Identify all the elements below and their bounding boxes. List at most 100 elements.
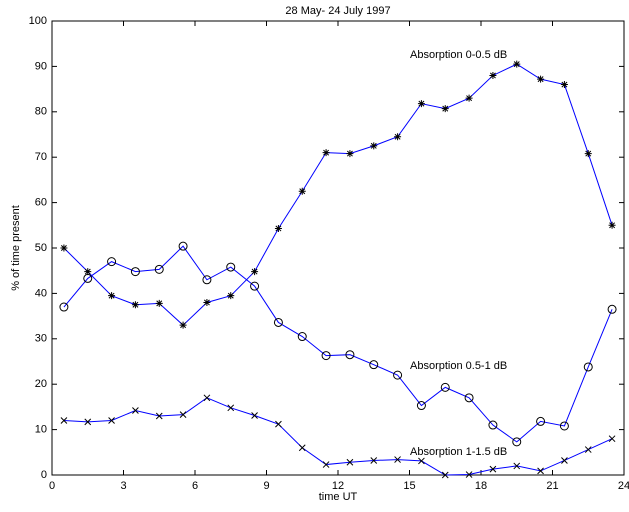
marker <box>155 299 163 307</box>
y-tick-label: 0 <box>41 469 47 481</box>
marker <box>417 100 425 108</box>
marker <box>369 360 379 370</box>
marker <box>489 465 497 473</box>
marker <box>227 404 235 412</box>
y-tick-label: 20 <box>35 378 47 390</box>
marker <box>489 71 497 79</box>
marker <box>537 75 545 83</box>
marker <box>227 292 235 300</box>
marker <box>60 244 68 252</box>
y-tick-label: 90 <box>35 60 47 72</box>
marker <box>440 382 450 392</box>
marker <box>465 94 473 102</box>
marker <box>394 456 401 463</box>
marker <box>607 304 617 314</box>
x-tick-label: 9 <box>263 480 269 492</box>
marker <box>298 187 306 195</box>
chart-title: 28 May- 24 July 1997 <box>285 5 390 17</box>
marker <box>513 462 521 470</box>
y-tick-label: 10 <box>35 424 47 436</box>
marker <box>203 394 211 402</box>
y-tick-label: 80 <box>35 106 47 118</box>
marker <box>178 241 188 251</box>
marker <box>584 446 592 453</box>
marker <box>179 411 187 418</box>
marker <box>465 471 473 478</box>
x-tick-label: 15 <box>403 480 415 492</box>
series-annotation: Absorption 1-1.5 dB <box>410 446 507 458</box>
marker <box>84 268 92 276</box>
marker <box>464 393 474 403</box>
marker <box>131 301 139 309</box>
series-line <box>63 397 613 476</box>
marker <box>583 362 593 372</box>
marker <box>275 420 282 428</box>
series-line <box>63 63 613 326</box>
marker <box>154 264 164 274</box>
marker <box>536 416 546 426</box>
marker <box>394 133 402 141</box>
marker <box>559 421 569 431</box>
marker <box>179 321 187 329</box>
marker <box>561 457 568 464</box>
y-tick-label: 70 <box>35 151 47 163</box>
marker <box>251 268 259 276</box>
marker <box>584 150 592 158</box>
x-tick-label: 3 <box>120 480 126 492</box>
marker <box>251 412 258 419</box>
y-axis-label: % of time present <box>10 205 22 291</box>
marker <box>608 435 616 443</box>
marker <box>83 273 93 283</box>
marker <box>488 420 498 430</box>
plot-frame <box>51 20 625 476</box>
marker <box>297 332 307 342</box>
marker <box>346 150 354 158</box>
series-annotation: Absorption 0.5-1 dB <box>410 360 507 372</box>
marker <box>273 317 283 327</box>
marker <box>512 437 522 447</box>
marker <box>155 412 163 420</box>
marker <box>322 149 330 157</box>
marker <box>322 461 330 468</box>
marker <box>202 275 212 285</box>
x-tick-label: 24 <box>618 480 629 492</box>
marker <box>513 60 521 68</box>
marker <box>203 298 211 306</box>
x-tick-label: 18 <box>475 480 487 492</box>
marker <box>298 444 306 452</box>
marker <box>59 302 69 312</box>
marker <box>441 471 449 479</box>
marker <box>560 81 568 89</box>
x-tick-label: 21 <box>546 480 558 492</box>
marker <box>537 467 544 475</box>
x-axis-label: time UT <box>319 491 358 503</box>
marker <box>370 457 378 464</box>
marker <box>107 257 117 267</box>
y-tick-label: 50 <box>35 242 47 254</box>
y-tick-label: 100 <box>29 15 47 27</box>
marker <box>250 281 260 291</box>
x-tick-label: 0 <box>49 480 55 492</box>
marker <box>108 292 116 300</box>
marker <box>416 401 426 411</box>
marker <box>370 142 378 150</box>
marker <box>321 351 331 361</box>
marker <box>274 224 282 232</box>
marker <box>226 262 236 272</box>
x-tick-label: 12 <box>332 480 344 492</box>
series-annotation: Absorption 0-0.5 dB <box>410 49 507 61</box>
marker <box>345 350 355 360</box>
y-tick-label: 30 <box>35 333 47 345</box>
marker <box>418 457 425 465</box>
y-tick-label: 40 <box>35 287 47 299</box>
marker <box>393 370 403 380</box>
marker <box>441 105 449 113</box>
marker <box>60 417 68 424</box>
marker <box>130 267 140 277</box>
marker <box>84 418 92 426</box>
marker <box>346 458 354 466</box>
y-tick-label: 60 <box>35 197 47 209</box>
marker <box>132 407 139 414</box>
marker <box>108 417 115 424</box>
